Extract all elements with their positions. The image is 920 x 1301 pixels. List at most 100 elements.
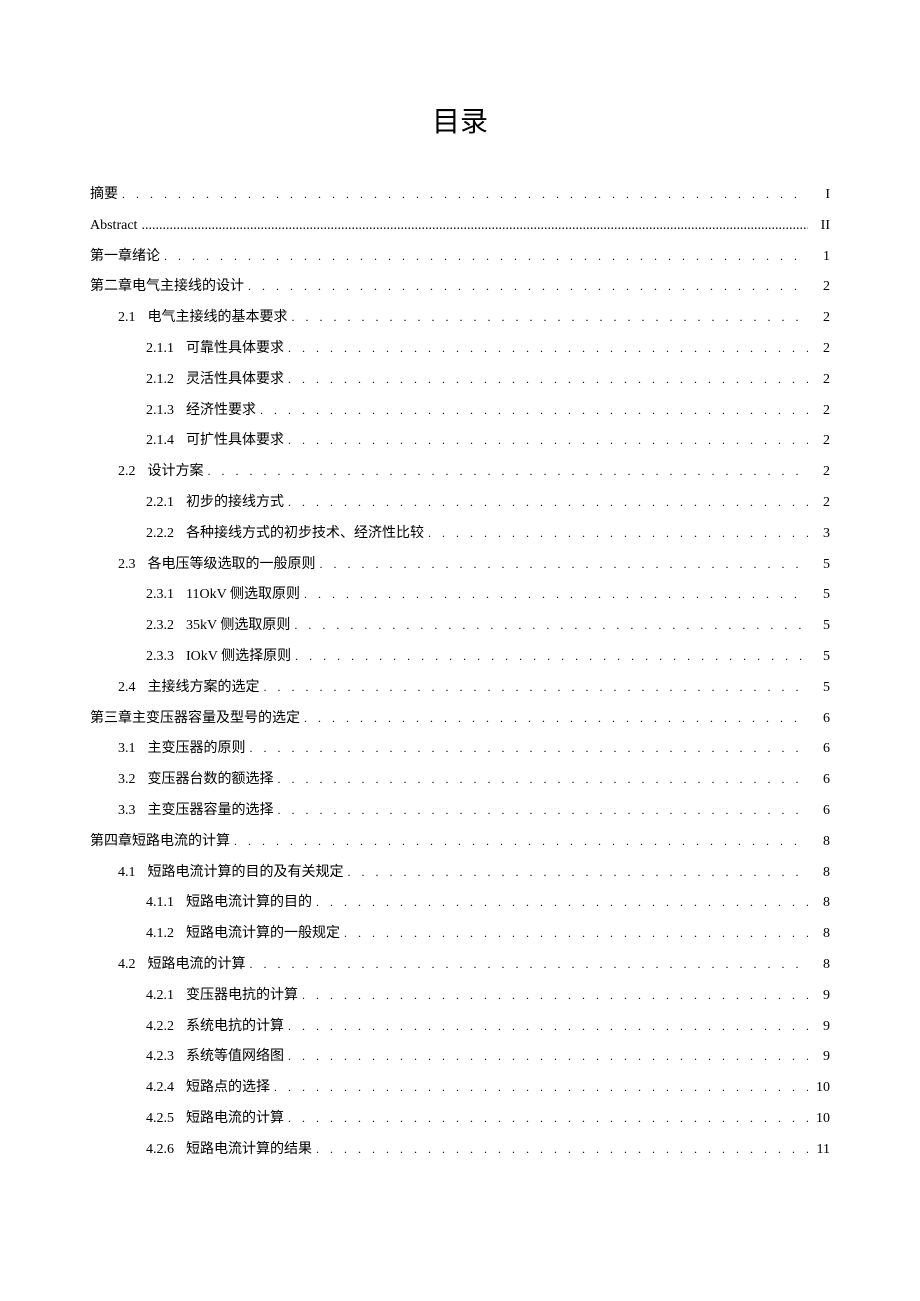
toc-entry: 第一章绪论1 <box>90 242 830 273</box>
toc-entry-label: 设计方案 <box>148 457 204 488</box>
toc-entry-label: 经济性要求 <box>186 396 256 427</box>
toc-entry-page: I <box>812 180 830 211</box>
toc-entry-page: 10 <box>812 1073 830 1104</box>
toc-entry-page: 2 <box>812 272 830 303</box>
toc-leader-dots <box>304 704 808 735</box>
toc-entry-label: 系统等值网络图 <box>186 1042 284 1073</box>
toc-entry: 2.2设计方案2 <box>90 457 830 488</box>
toc-leader-dots <box>278 796 809 827</box>
toc-leader-dots <box>288 1042 808 1073</box>
toc-leader-dots <box>208 457 809 488</box>
toc-entry-label: 系统电抗的计算 <box>186 1012 284 1043</box>
toc-leader-dots <box>316 888 808 919</box>
toc-entry-number: 4.2 <box>118 950 136 981</box>
toc-entry-label: 第二章电气主接线的设计 <box>90 272 244 303</box>
toc-entry: 2.3.111OkV 侧选取原则5 <box>90 580 830 611</box>
toc-entry-page: 11 <box>812 1135 830 1166</box>
toc-entry-page: 8 <box>812 919 830 950</box>
toc-entry: 4.1短路电流计算的目的及有关规定8 <box>90 858 830 889</box>
toc-entry: 4.2.3 系统等值网络图 9 <box>90 1042 830 1073</box>
toc-entry: 4.2.6短路电流计算的结果11 <box>90 1135 830 1166</box>
toc-entry-number: 4.2.5 <box>146 1104 174 1135</box>
toc-entry-label: 短路电流计算的目的 <box>186 888 312 919</box>
toc-entry-label: 主变压器容量的选择 <box>148 796 274 827</box>
toc-leader-dots <box>302 981 808 1012</box>
toc-entry-number: 2.2.1 <box>146 488 174 519</box>
toc-leader-dots <box>316 1135 808 1166</box>
toc-entry-page: 2 <box>812 334 830 365</box>
toc-entry-page: 6 <box>812 734 830 765</box>
toc-entry-page: 8 <box>812 827 830 858</box>
toc-entry-number: 2.3.1 <box>146 580 174 611</box>
toc-entry: 4.2.2系统电抗的计算9 <box>90 1012 830 1043</box>
toc-entry-label: 短路电流的计算 <box>186 1104 284 1135</box>
toc-leader-dots <box>278 765 809 796</box>
toc-entry-page: 6 <box>812 765 830 796</box>
toc-leader-dots <box>141 211 808 242</box>
toc-entry-label: 变压器台数的额选择 <box>148 765 274 796</box>
toc-entry: 4.2.1 变压器电抗的计算 9 <box>90 981 830 1012</box>
table-of-contents: 摘要IAbstractII第一章绪论1第二章电气主接线的设计22.1电气主接线的… <box>90 180 830 1166</box>
toc-entry-number: 2.4 <box>118 673 136 704</box>
toc-entry: 3.3主变压器容量的选择6 <box>90 796 830 827</box>
toc-entry: 2.1.2灵活性具体要求2 <box>90 365 830 396</box>
toc-entry-label: 短路电流计算的目的及有关规定 <box>148 858 344 889</box>
toc-entry-page: 2 <box>812 303 830 334</box>
toc-leader-dots <box>288 488 808 519</box>
toc-entry-label: 灵活性具体要求 <box>186 365 284 396</box>
toc-entry-page: 8 <box>812 950 830 981</box>
toc-entry-label: 变压器电抗的计算 <box>186 981 298 1012</box>
toc-leader-dots <box>292 303 809 334</box>
toc-leader-dots <box>288 426 808 457</box>
toc-entry: 第四章短路电流的计算 8 <box>90 827 830 858</box>
toc-entry-page: 2 <box>812 426 830 457</box>
toc-entry: 2.1.4可扩性具体要求2 <box>90 426 830 457</box>
toc-entry-label: 短路点的选择 <box>186 1073 270 1104</box>
toc-entry-number: 2.2 <box>118 457 136 488</box>
toc-leader-dots <box>250 950 809 981</box>
toc-entry-page: 5 <box>812 550 830 581</box>
toc-leader-dots <box>288 1104 808 1135</box>
toc-entry-page: 5 <box>812 673 830 704</box>
toc-entry-label: IOkV 侧选择原则 <box>186 642 291 673</box>
toc-leader-dots <box>294 611 808 642</box>
toc-entry-label: 第四章短路电流的计算 <box>90 827 230 858</box>
toc-leader-dots <box>295 642 808 673</box>
toc-entry-label: 可扩性具体要求 <box>186 426 284 457</box>
toc-leader-dots <box>288 334 808 365</box>
toc-entry-page: 6 <box>812 704 830 735</box>
page-title: 目录 <box>90 100 830 140</box>
toc-entry-page: 5 <box>812 611 830 642</box>
toc-entry: 4.2短路电流的计算8 <box>90 950 830 981</box>
toc-entry-label: 第三章主变压器容量及型号的选定 <box>90 704 300 735</box>
toc-entry-page: 9 <box>812 1042 830 1073</box>
toc-entry: 2.2.1初步的接线方式2 <box>90 488 830 519</box>
toc-entry-number: 4.2.6 <box>146 1135 174 1166</box>
toc-entry: 第三章主变压器容量及型号的选定 6 <box>90 704 830 735</box>
toc-entry-number: 2.3.3 <box>146 642 174 673</box>
toc-entry-page: 2 <box>812 365 830 396</box>
toc-entry: 4.1.1短路电流计算的目的8 <box>90 888 830 919</box>
toc-entry-label: 短路电流计算的一般规定 <box>186 919 340 950</box>
toc-entry-number: 4.2.4 <box>146 1073 174 1104</box>
toc-entry-page: 2 <box>812 396 830 427</box>
toc-entry-page: 5 <box>812 642 830 673</box>
toc-entry: 2.3.3 IOkV 侧选择原则 5 <box>90 642 830 673</box>
toc-leader-dots <box>234 827 808 858</box>
toc-entry-page: 9 <box>812 981 830 1012</box>
toc-entry-label: 摘要 <box>90 180 118 211</box>
toc-entry-number: 4.2.3 <box>146 1042 174 1073</box>
toc-entry-number: 3.2 <box>118 765 136 796</box>
toc-leader-dots <box>288 365 808 396</box>
toc-leader-dots <box>264 673 809 704</box>
toc-entry: 4.2.4 短路点的选择 10 <box>90 1073 830 1104</box>
toc-entry-number: 4.2.1 <box>146 981 174 1012</box>
toc-entry-page: 2 <box>812 488 830 519</box>
toc-entry-page: 5 <box>812 580 830 611</box>
toc-entry-number: 2.1.1 <box>146 334 174 365</box>
toc-entry: 3.1主变压器的原则6 <box>90 734 830 765</box>
toc-entry-label: 可靠性具体要求 <box>186 334 284 365</box>
toc-leader-dots <box>164 242 808 273</box>
toc-entry-page: 3 <box>812 519 830 550</box>
toc-entry-label: 电气主接线的基本要求 <box>148 303 288 334</box>
